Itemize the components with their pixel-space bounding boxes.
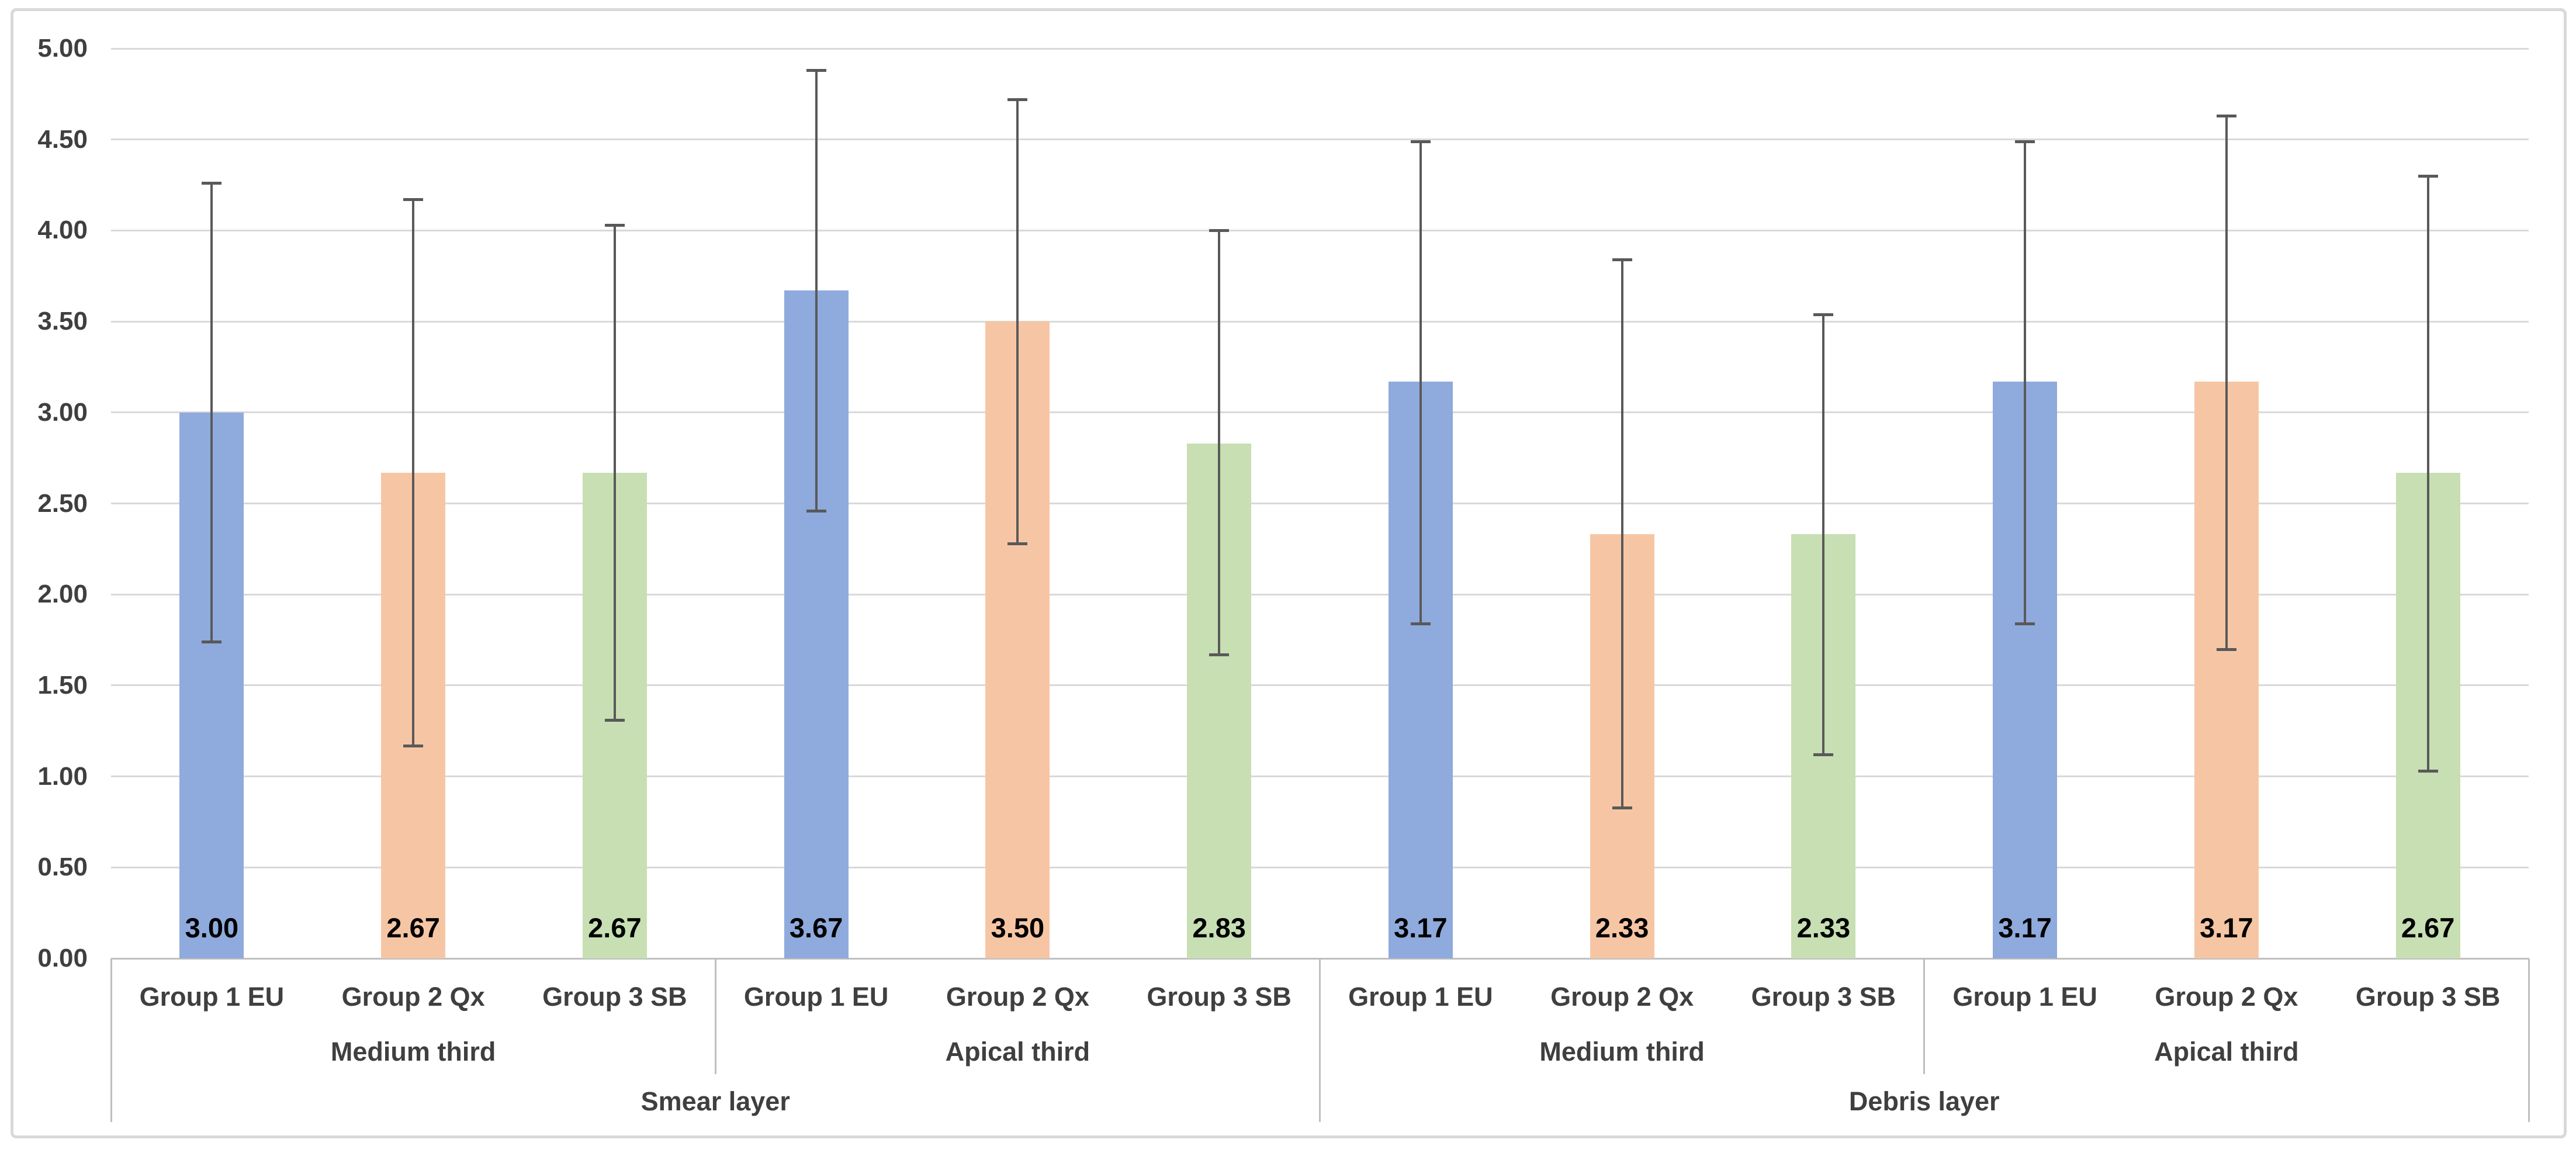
category-label-group: Group 2 Qx [1550, 982, 1694, 1012]
category-label-third: Apical third [2154, 1037, 2299, 1067]
error-bar-cap-top [403, 198, 424, 202]
axis-table-right-edge [2527, 958, 2530, 1122]
y-axis-tick-label: 4.00 [37, 216, 88, 245]
bar-value-label: 2.83 [1192, 912, 1246, 943]
error-bar-cap-bottom [403, 744, 424, 747]
error-bar-line [1621, 259, 1623, 808]
bar-value-label: 3.17 [1394, 912, 1448, 943]
gridline [111, 229, 2529, 231]
error-bar-cap-bottom [1612, 806, 1632, 809]
error-bar-cap-bottom [1813, 753, 1834, 757]
error-bar-cap-top [202, 182, 222, 185]
category-label-third: Medium third [330, 1037, 496, 1067]
gridline [111, 47, 2529, 50]
y-axis-tick-label: 3.50 [37, 307, 88, 336]
bar-value-label: 2.67 [588, 912, 642, 943]
y-axis-tick-label: 1.50 [37, 670, 88, 700]
axis-divider-third [1923, 958, 1926, 1074]
category-label-group: Group 3 SB [542, 982, 687, 1012]
category-label-group: Group 3 SB [2355, 982, 2501, 1012]
axis-table-left-edge [110, 958, 112, 1122]
y-axis-tick-label: 4.50 [37, 124, 88, 154]
y-axis-tick-label: 0.00 [37, 944, 88, 972]
error-bar-cap-bottom [202, 640, 222, 644]
error-bar-cap-top [1209, 229, 1230, 233]
category-label-group: Group 3 SB [1147, 982, 1292, 1012]
gridline [111, 320, 2529, 323]
category-label-group: Group 2 Qx [946, 982, 1089, 1012]
error-bar-line [1218, 230, 1221, 655]
error-bar-line [412, 199, 415, 746]
error-bar-cap-bottom [1007, 542, 1028, 545]
category-label-third: Medium third [1539, 1037, 1705, 1067]
error-bar-cap-top [806, 69, 826, 72]
error-bar-cap-top [604, 224, 625, 227]
error-bar-cap-bottom [2015, 622, 2035, 626]
bar-value-label: 3.50 [991, 912, 1045, 943]
bar-value-label: 2.67 [2401, 912, 2455, 943]
error-bar-line [2426, 175, 2429, 771]
error-bar-line [613, 225, 616, 721]
error-bar-line [2225, 116, 2228, 649]
bar-value-label: 2.33 [1595, 912, 1649, 943]
plot-area: 0.00 0.50 1.00 1.50 2.00 2.50 3.00 3.50 4.00 4.50… [13, 11, 2564, 1135]
gridline [111, 866, 2529, 868]
gridline [111, 593, 2529, 595]
gridline [111, 411, 2529, 414]
bar-value-label: 3.67 [789, 912, 843, 943]
error-bar-line [1419, 141, 1422, 624]
bar-value-label: 2.33 [1796, 912, 1851, 943]
error-bar-line [1016, 99, 1019, 543]
error-bar-cap-bottom [2216, 648, 2236, 651]
y-axis-tick-label: 1.00 [37, 761, 88, 791]
error-bar-line [815, 70, 818, 511]
gridline [111, 684, 2529, 687]
category-label-group: Group 1 EU [139, 982, 285, 1012]
y-axis-tick-label: 2.00 [37, 580, 88, 609]
bar-value-label: 3.17 [2200, 912, 2253, 943]
y-axis-tick-label: 2.50 [37, 489, 88, 518]
error-bar-cap-bottom [1410, 622, 1431, 626]
error-bar-cap-top [1612, 258, 1632, 262]
error-bar-cap-bottom [604, 719, 625, 722]
error-bar-line [2024, 141, 2027, 624]
axis-divider-third [714, 958, 716, 1074]
error-bar-cap-top [2015, 140, 2035, 143]
category-label-layer: Debris layer [1848, 1086, 2000, 1116]
category-label-group: Group 1 EU [1952, 982, 2097, 1012]
y-axis-tick-label: 3.00 [37, 397, 88, 427]
error-bar-cap-top [1007, 98, 1028, 102]
bar-value-label: 2.67 [386, 912, 440, 943]
category-label-group: Group 3 SB [1751, 982, 1896, 1012]
y-axis-tick-label: 0.50 [37, 853, 88, 882]
category-label-group: Group 1 EU [1348, 982, 1493, 1012]
category-label-group: Group 2 Qx [341, 982, 485, 1012]
error-bar-cap-top [1410, 140, 1431, 143]
bar-value-label: 3.00 [185, 912, 239, 943]
error-bar-cap-top [1813, 313, 1834, 316]
category-label-group: Group 1 EU [743, 982, 889, 1012]
gridline [111, 775, 2529, 778]
error-bar-cap-bottom [806, 509, 826, 513]
error-bar-cap-top [2418, 174, 2438, 178]
category-label-layer: Smear layer [640, 1086, 790, 1116]
error-bar-cap-bottom [1209, 653, 1230, 656]
gridline [111, 503, 2529, 504]
gridline [111, 139, 2529, 141]
axis-divider-layer [1319, 958, 1321, 1122]
bar-value-label: 3.17 [1998, 912, 2052, 943]
category-label-group: Group 2 Qx [2155, 982, 2298, 1012]
error-bar-cap-bottom [2418, 770, 2438, 773]
y-axis-tick-label: 5.00 [37, 34, 88, 63]
category-label-third: Apical third [945, 1037, 1090, 1067]
error-bar-line [1822, 314, 1825, 755]
error-bar-cap-top [2216, 115, 2236, 118]
error-bar-line [210, 183, 213, 642]
chart-frame: 0.00 0.50 1.00 1.50 2.00 2.50 3.00 3.50 4.00 4.50… [11, 8, 2567, 1138]
